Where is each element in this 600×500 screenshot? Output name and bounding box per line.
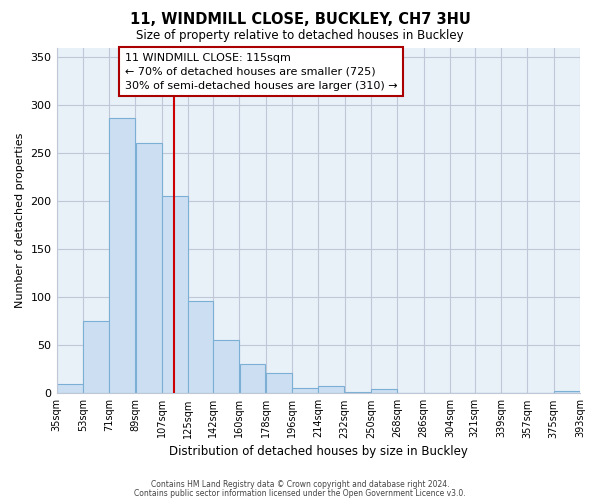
Bar — [266, 373, 292, 394]
Bar — [136, 142, 161, 394]
Bar — [345, 392, 371, 394]
Bar — [292, 388, 318, 394]
Bar — [188, 301, 213, 394]
Bar — [319, 386, 344, 394]
Y-axis label: Number of detached properties: Number of detached properties — [15, 132, 25, 308]
Text: 11, WINDMILL CLOSE, BUCKLEY, CH7 3HU: 11, WINDMILL CLOSE, BUCKLEY, CH7 3HU — [130, 12, 470, 28]
Bar — [57, 384, 83, 394]
X-axis label: Distribution of detached houses by size in Buckley: Distribution of detached houses by size … — [169, 444, 468, 458]
Text: Contains HM Land Registry data © Crown copyright and database right 2024.: Contains HM Land Registry data © Crown c… — [151, 480, 449, 489]
Bar — [239, 364, 265, 394]
Bar — [213, 340, 239, 394]
Bar — [162, 196, 188, 394]
Bar — [371, 390, 397, 394]
Bar — [109, 118, 135, 394]
Bar — [83, 322, 109, 394]
Text: 11 WINDMILL CLOSE: 115sqm
← 70% of detached houses are smaller (725)
30% of semi: 11 WINDMILL CLOSE: 115sqm ← 70% of detac… — [125, 52, 397, 90]
Text: Size of property relative to detached houses in Buckley: Size of property relative to detached ho… — [136, 29, 464, 42]
Bar — [554, 392, 580, 394]
Text: Contains public sector information licensed under the Open Government Licence v3: Contains public sector information licen… — [134, 489, 466, 498]
